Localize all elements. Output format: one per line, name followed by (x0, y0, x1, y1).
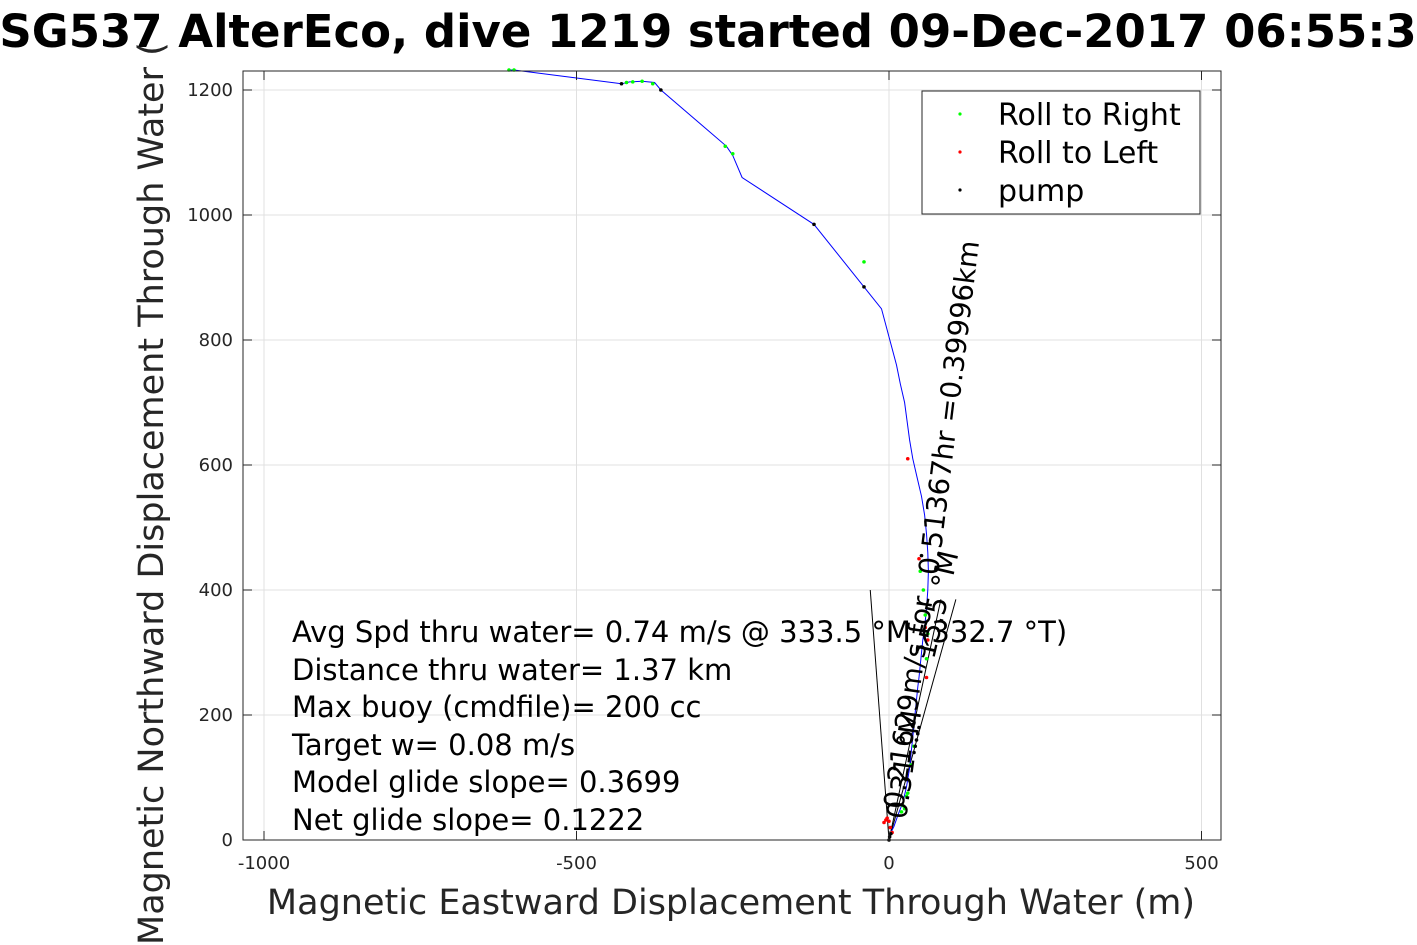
roll-right-point (900, 803, 905, 808)
legend-marker-roll-right (958, 112, 962, 116)
legend-marker-roll-left (958, 150, 962, 154)
annotation-avg-speed: Avg Spd thru water= 0.74 m/s @ 333.5 °M … (292, 615, 1067, 649)
roll-left-point (924, 675, 929, 680)
annotation-max-buoy: Max buoy (cmdfile)= 200 cc (292, 690, 701, 724)
roll-left-point (905, 456, 910, 461)
legend-label-roll-left: Roll to Left (998, 136, 1158, 171)
roll-right-point (862, 260, 866, 264)
series-line (509, 69, 929, 841)
roll-right-point (923, 613, 928, 617)
roll-right-point (630, 80, 635, 84)
chart-title: SG537 AlterEco, dive 1219 started 09-Dec… (0, 5, 1417, 58)
stats-annotations: Avg Spd thru water= 0.74 m/s @ 333.5 °M … (291, 615, 1067, 837)
annotation-target-w: Target w= 0.08 m/s (291, 728, 575, 762)
y-tick-label: 600 (199, 455, 233, 476)
roll-right-point (723, 144, 728, 149)
roll-right-point (730, 151, 735, 156)
y-tick-label: 400 (199, 580, 233, 601)
roll-left-point (885, 816, 889, 820)
roll-right-point (918, 569, 923, 574)
legend-marker-pump (958, 188, 962, 192)
roll-right-point (909, 763, 913, 767)
pump-point (914, 738, 919, 742)
pump-point (915, 731, 920, 736)
x-tick-label: 500 (1184, 853, 1218, 874)
pump-point (659, 88, 663, 92)
roll-right-point (925, 631, 930, 636)
roll-right-point (904, 794, 909, 799)
y-tick-label: 1200 (187, 80, 233, 101)
tick-labels: -1000 -500 0 500 0 200 400 600 800 1000 1200 (187, 80, 1218, 874)
roll-left-point (923, 625, 928, 630)
x-tick-label: 0 (883, 853, 894, 874)
roll-left-point (887, 819, 891, 824)
legend-box (921, 90, 1201, 215)
roll-left-point (888, 825, 893, 830)
pump-point (917, 725, 921, 730)
roll-left-point (925, 638, 930, 642)
annotation-model-glide: Model glide slope= 0.3699 (292, 765, 680, 799)
pump-point (887, 835, 892, 839)
roll-right-point (899, 810, 904, 814)
annotation-net-glide: Net glide slope= 0.1222 (292, 803, 644, 837)
pump-point (912, 750, 916, 755)
pump-point (889, 831, 893, 836)
roll-right-point (924, 656, 929, 661)
x-tick-label: -1000 (238, 853, 290, 874)
pump-point (812, 222, 816, 227)
track-line (509, 69, 929, 841)
roll-right-point (624, 80, 629, 85)
legend: Roll to Right Roll to Left pump (921, 90, 1201, 215)
reference-line (888, 599, 957, 841)
roll-left-point (917, 556, 921, 561)
roll-left-point (882, 820, 886, 825)
pump-point (913, 744, 918, 749)
pump-point (862, 285, 866, 289)
roll-right-point (905, 791, 910, 795)
reference-line (869, 589, 890, 841)
pump-point (919, 553, 924, 558)
roll-right-point (650, 81, 655, 86)
pump-point (619, 81, 624, 86)
roll-right-point (921, 588, 926, 592)
x-tick-label: -500 (556, 853, 597, 874)
legend-label-roll-right: Roll to Right (998, 98, 1181, 133)
y-tick-label: 0 (222, 830, 233, 851)
x-axis-label: Magnetic Eastward Displacement Through W… (267, 883, 1195, 923)
tick-marks (243, 71, 1221, 841)
y-axis-label: Magnetic Northward Displacement Through … (132, 42, 172, 945)
legend-label-pump: pump (998, 174, 1084, 209)
y-tick-label: 200 (199, 705, 233, 726)
roll-right-point (640, 79, 644, 84)
y-tick-label: 800 (199, 330, 233, 351)
plot-frame (242, 70, 1222, 841)
roll-right-point (902, 806, 907, 811)
y-tick-label: 1000 (187, 205, 233, 226)
annotation-distance: Distance thru water= 1.37 km (292, 653, 732, 687)
